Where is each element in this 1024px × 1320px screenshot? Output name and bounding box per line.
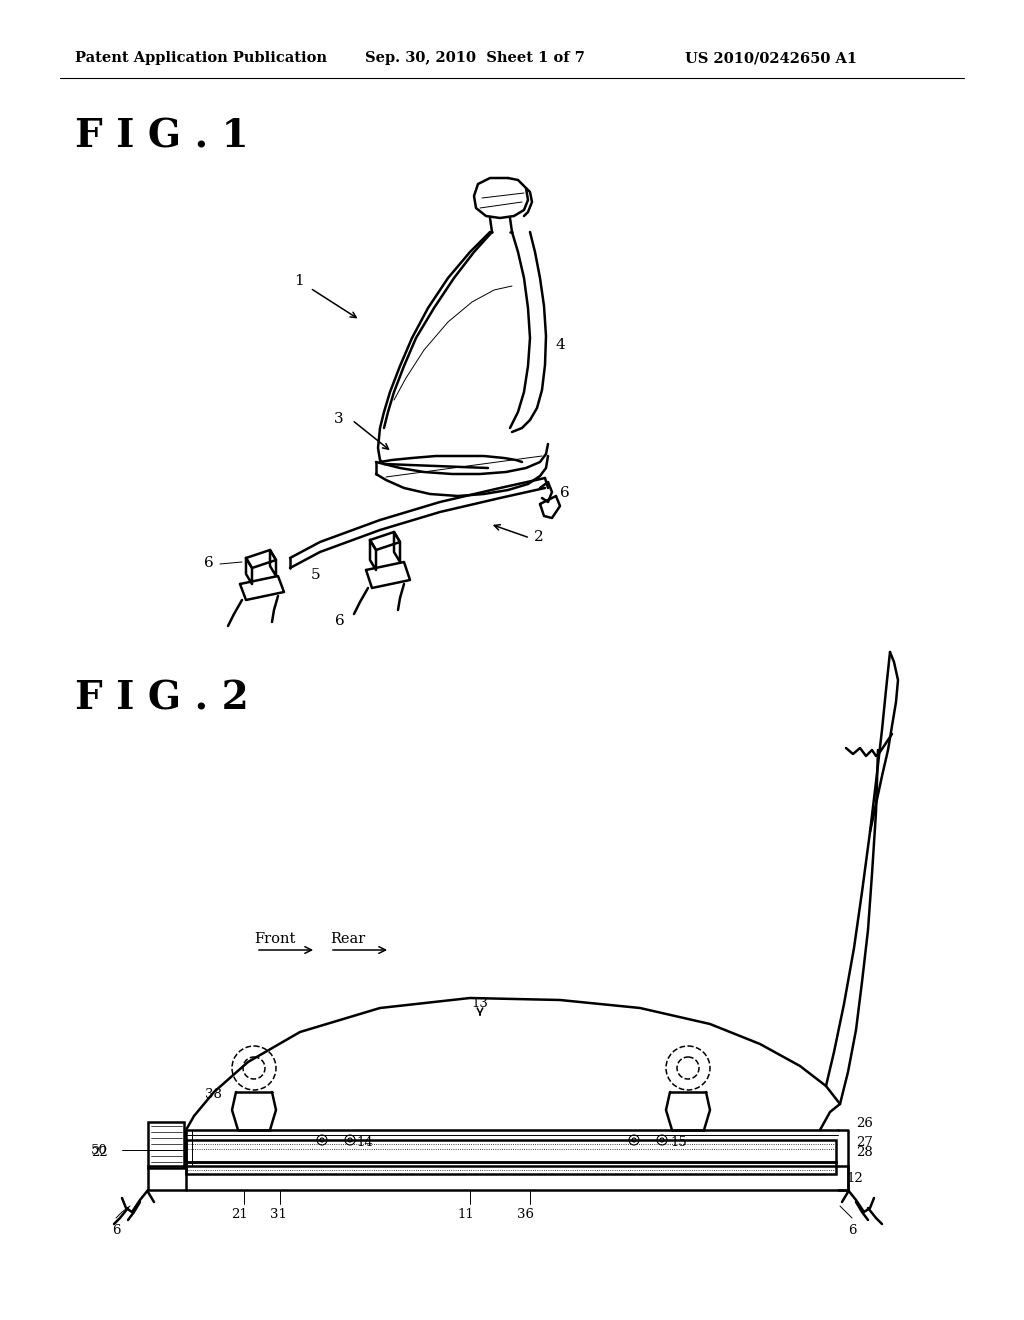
Text: F I G . 2: F I G . 2 — [75, 680, 249, 718]
Text: Patent Application Publication: Patent Application Publication — [75, 51, 327, 65]
Text: 3: 3 — [334, 412, 344, 426]
Text: 6: 6 — [204, 556, 214, 570]
Text: 36: 36 — [517, 1208, 535, 1221]
Bar — [186, 1140, 836, 1162]
Text: 21: 21 — [231, 1208, 249, 1221]
Text: 13: 13 — [472, 997, 488, 1010]
Text: Rear: Rear — [330, 932, 366, 946]
Text: 38: 38 — [205, 1088, 222, 1101]
Text: Front: Front — [254, 932, 295, 946]
Bar — [148, 1122, 184, 1168]
Bar — [186, 1162, 836, 1173]
Text: 27: 27 — [856, 1137, 872, 1148]
Text: 14: 14 — [356, 1137, 373, 1148]
Text: Sep. 30, 2010  Sheet 1 of 7: Sep. 30, 2010 Sheet 1 of 7 — [365, 51, 585, 65]
Text: US 2010/0242650 A1: US 2010/0242650 A1 — [685, 51, 857, 65]
Text: 22: 22 — [91, 1146, 108, 1159]
Text: 6: 6 — [848, 1224, 856, 1237]
Text: 1: 1 — [294, 275, 304, 288]
Text: 6: 6 — [560, 486, 569, 500]
Text: 4: 4 — [556, 338, 565, 352]
Text: 15: 15 — [670, 1137, 687, 1148]
Text: F I G . 1: F I G . 1 — [75, 117, 249, 156]
Bar — [148, 1166, 848, 1191]
Text: 2: 2 — [534, 531, 544, 544]
Text: 12: 12 — [846, 1172, 863, 1185]
Text: 26: 26 — [856, 1117, 872, 1130]
Text: 11: 11 — [458, 1208, 474, 1221]
Text: 50: 50 — [91, 1144, 108, 1158]
Text: 6: 6 — [335, 614, 345, 628]
Text: 5: 5 — [311, 568, 321, 582]
Text: 28: 28 — [856, 1146, 872, 1159]
Text: 31: 31 — [269, 1208, 287, 1221]
Text: 6: 6 — [112, 1224, 120, 1237]
